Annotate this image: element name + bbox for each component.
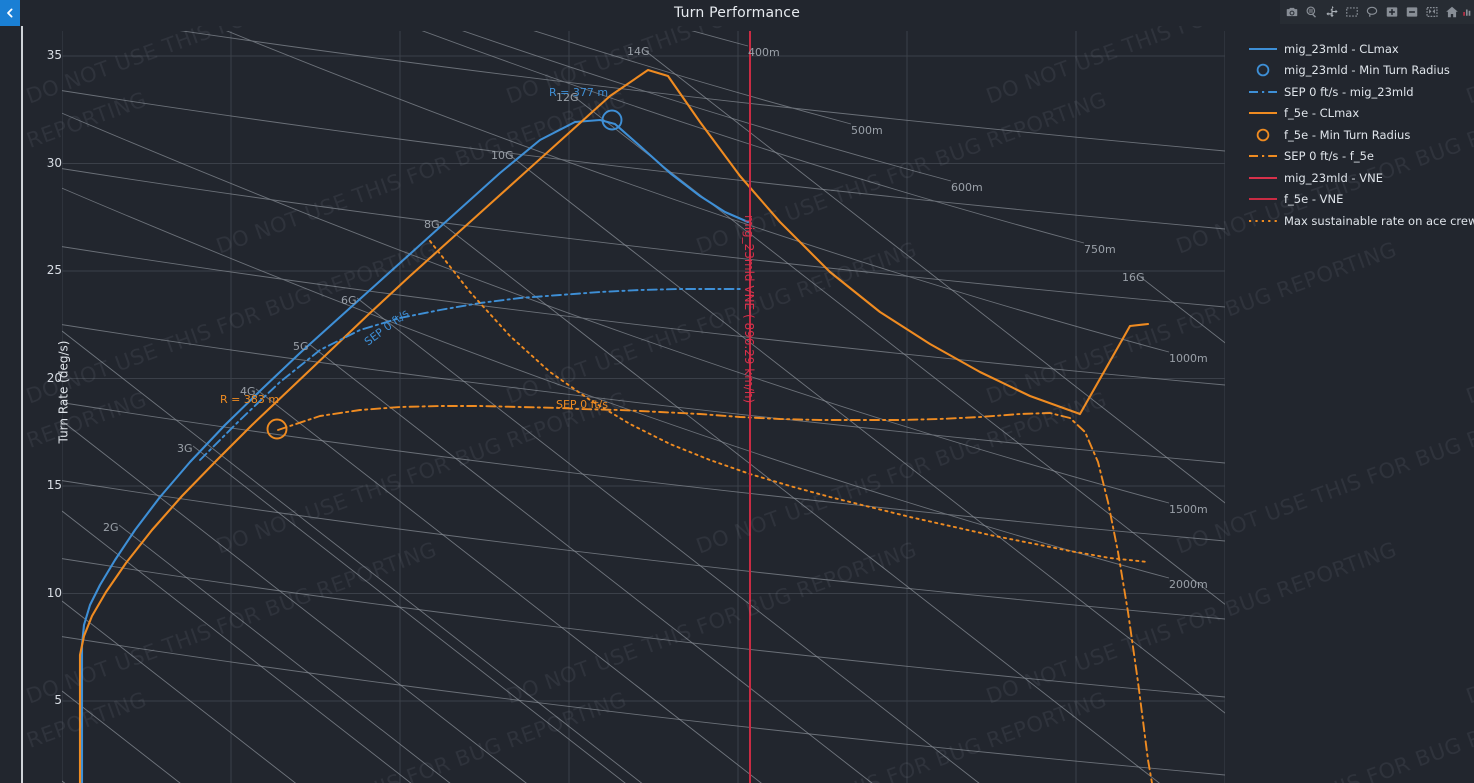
legend-circle-marker-icon [1248,63,1278,77]
legend-item-label: f_5e - Min Turn Radius [1284,127,1411,142]
legend-circle-marker-icon [1248,128,1278,142]
plotly-modebar[interactable] [1280,0,1474,24]
legend-item-f-5e-vne[interactable]: f_5e - VNE [1248,189,1474,211]
zoom-out-icon[interactable] [1402,1,1422,23]
legend-item-label: SEP 0 ft/s - mig_23mld [1284,84,1414,99]
legend-item-mig-23mld-min-turn-radius[interactable]: mig_23mld - Min Turn Radius [1248,60,1474,82]
plot-svg [62,31,1225,783]
zoom-icon[interactable] [1302,1,1322,23]
box-select-icon[interactable] [1342,1,1362,23]
series-mig-23mld-clmax [80,118,750,783]
legend-item-label: Max sustainable rate on ace crew (7.5G) [1284,213,1474,228]
min-turn-radius-marker [601,109,623,131]
watermark-text: DO NOT USE THIS FOR BUG REPORTING [1463,237,1474,409]
y-axis-tick-label: 5 [54,693,62,707]
pan-icon[interactable] [1322,1,1342,23]
legend-item-f-5e-min-turn-radius[interactable]: f_5e - Min Turn Radius [1248,124,1474,146]
series-sep-0-ft-s-f-5e [277,405,1153,783]
legend-line-swatch-icon [1248,85,1278,99]
page-title: Turn Performance [673,5,801,21]
y-axis-tick-label: 30 [46,155,62,170]
y-axis-tick-label: 35 [46,48,62,62]
legend-line-swatch-icon [1248,42,1278,56]
legend-item-label: mig_23mld - Min Turn Radius [1284,63,1450,78]
y-axis-tick-label: 25 [46,263,62,277]
legend-item-label: f_5e - CLmax [1284,106,1360,121]
legend-item-mig-23mld-vne[interactable]: mig_23mld - VNE [1248,167,1474,189]
y-axis-tick-label: 10 [46,585,62,600]
collapse-sidebar-button[interactable] [0,0,20,26]
min-turn-radius-marker [266,418,288,440]
legend-item-label: mig_23mld - CLmax [1284,41,1399,56]
chevron-left-icon [7,8,13,18]
chart-legend[interactable]: mig_23mld - CLmax mig_23mld - Min Turn Ra… [1248,38,1474,232]
legend-item-label: SEP 0 ft/s - f_5e [1284,149,1375,164]
camera-icon[interactable] [1282,1,1302,23]
legend-item-mig-23mld-clmax[interactable]: mig_23mld - CLmax [1248,38,1474,60]
left-rail-divider [21,26,23,783]
legend-item-max-sustainable-rate-on-ace-crew-7-5g[interactable]: Max sustainable rate on ace crew (7.5G) [1248,210,1474,232]
watermark-text: DO NOT USE THIS FOR BUG REPORTING [1463,537,1474,709]
legend-item-sep-0-ft-s-mig-23mld[interactable]: SEP 0 ft/s - mig_23mld [1248,81,1474,103]
chart-bars-icon[interactable] [1462,1,1472,23]
lasso-select-icon[interactable] [1362,1,1382,23]
home-icon[interactable] [1442,1,1462,23]
autoscale-icon[interactable] [1422,1,1442,23]
legend-line-swatch-icon [1248,171,1278,185]
series-max-sustainable-rate-on-ace-crew-7-5g- [429,240,1149,563]
legend-item-f-5e-clmax[interactable]: f_5e - CLmax [1248,103,1474,125]
legend-item-sep-0-ft-s-f-5e[interactable]: SEP 0 ft/s - f_5e [1248,146,1474,168]
legend-line-swatch-icon [1248,149,1278,163]
legend-line-swatch-icon [1248,214,1278,228]
legend-line-swatch-icon [1248,192,1278,206]
zoom-in-icon[interactable] [1382,1,1402,23]
legend-line-swatch-icon [1248,106,1278,120]
legend-item-label: mig_23mld - VNE [1284,170,1383,185]
plot-area[interactable] [62,31,1225,783]
series-f-5e-clmax [78,68,1150,783]
legend-item-label: f_5e - VNE [1284,192,1344,207]
y-axis-tick-label: 15 [46,478,62,492]
y-axis-tick-label: 20 [46,370,62,385]
y-axis-title: Turn Rate (deg/s) [56,340,71,443]
